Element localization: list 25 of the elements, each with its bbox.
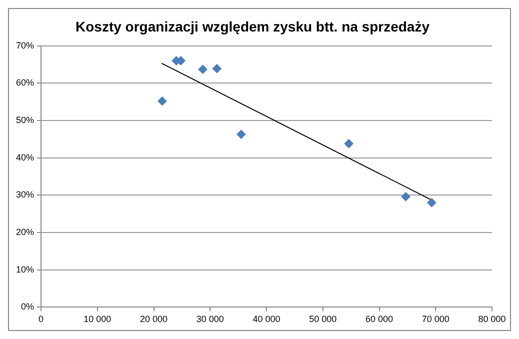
x-tick-label: 80 000 xyxy=(478,314,506,324)
y-tick-label: 60% xyxy=(16,78,34,88)
point xyxy=(198,64,208,74)
x-tick-label: 30 000 xyxy=(196,314,224,324)
y-tick-label: 0% xyxy=(21,302,34,312)
point xyxy=(236,130,246,139)
point xyxy=(401,192,410,202)
chart-title: Koszty organizacji względem zysku btt. na sprzedaży xyxy=(76,18,430,34)
x-tick-label: 20 000 xyxy=(140,314,168,324)
y-tick-label: 20% xyxy=(16,227,34,237)
point xyxy=(427,198,436,208)
point xyxy=(344,139,354,148)
point xyxy=(212,64,222,74)
x-tick-label: 50 000 xyxy=(309,314,337,324)
y-tick-label: 50% xyxy=(16,114,34,125)
x-tick-label: 60 000 xyxy=(365,314,394,324)
y-tick-label: 40% xyxy=(16,152,34,162)
y-tick-label: 70% xyxy=(16,40,34,50)
y-tick-label: 30% xyxy=(16,190,34,200)
point xyxy=(158,96,167,106)
x-tick-label: 10 000 xyxy=(84,314,112,324)
y-tick-label: 10% xyxy=(16,264,34,274)
x-tick-label: 0 xyxy=(38,314,44,324)
x-tick-label: 40 000 xyxy=(252,314,280,324)
x-tick-label: 70 000 xyxy=(422,314,450,324)
